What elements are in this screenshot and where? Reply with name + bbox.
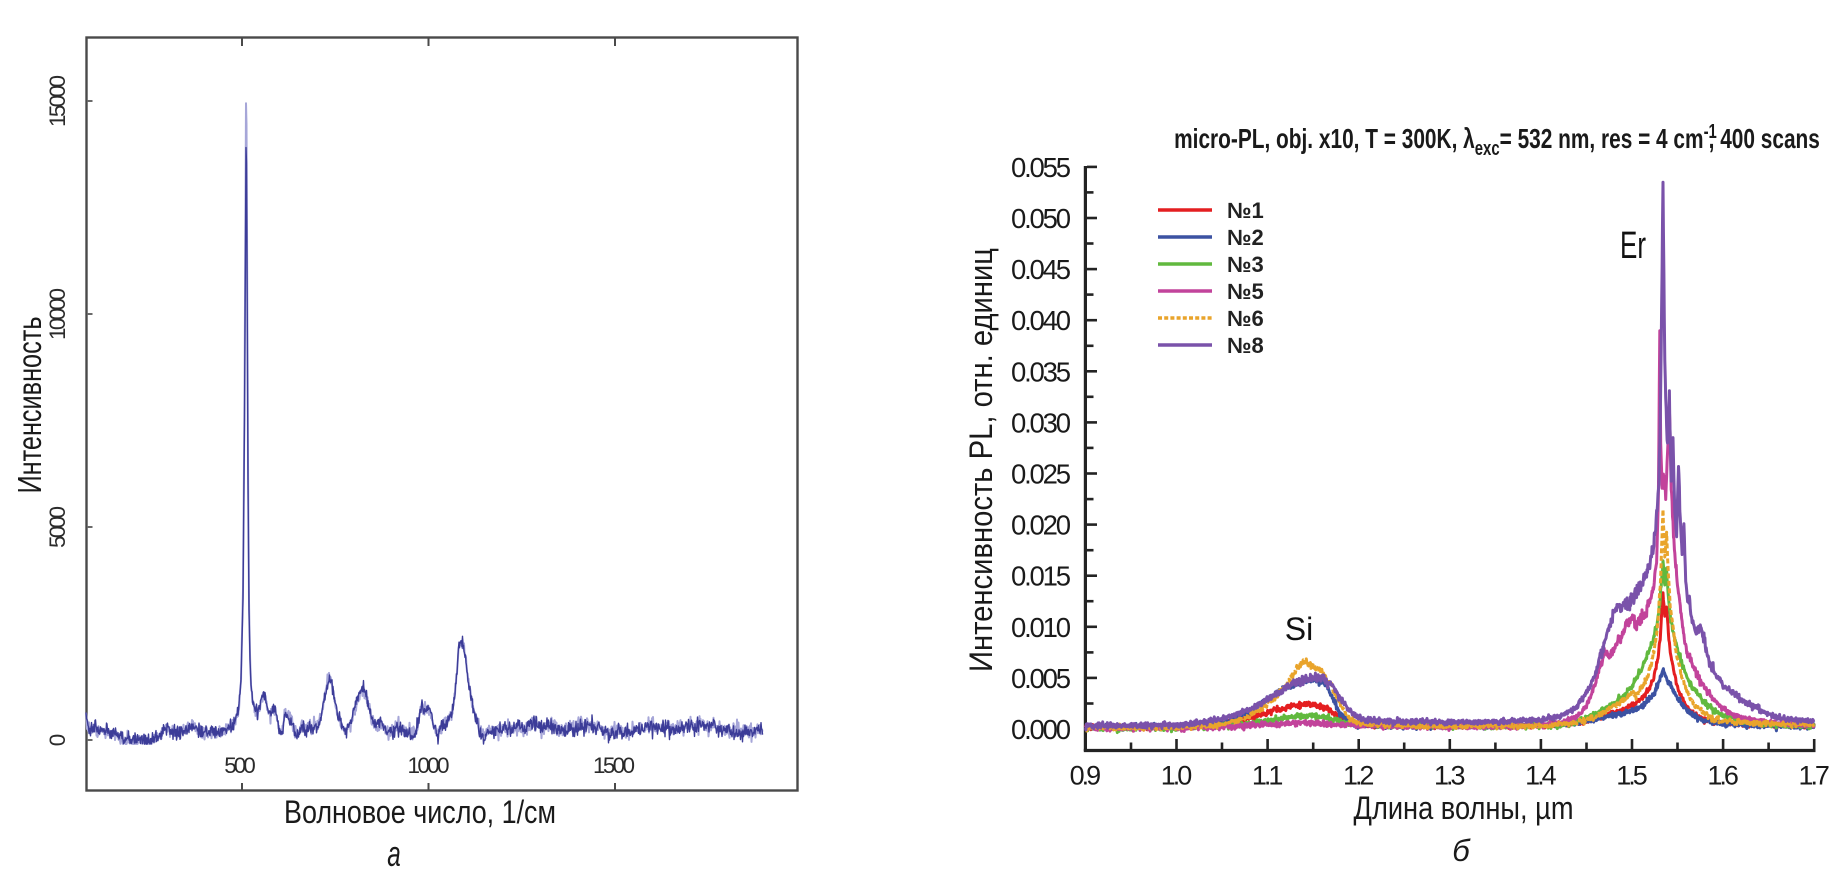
svg-text:№2: №2 [1227, 225, 1264, 250]
svg-text:1500: 1500 [593, 753, 635, 778]
svg-text:1.7: 1.7 [1798, 761, 1830, 791]
svg-text:15000: 15000 [45, 75, 70, 127]
svg-text:0.9: 0.9 [1070, 761, 1102, 791]
svg-text:1.6: 1.6 [1707, 761, 1739, 791]
svg-text:1.2: 1.2 [1343, 761, 1375, 791]
svg-text:1000: 1000 [408, 753, 450, 778]
svg-text:Er: Er [1620, 225, 1646, 267]
svg-text:Длина волны, µm: Длина волны, µm [1354, 790, 1574, 826]
svg-text:0.020: 0.020 [1011, 510, 1071, 541]
svg-text:5000: 5000 [45, 506, 70, 548]
svg-text:0.005: 0.005 [1011, 663, 1071, 694]
svg-text:0.000: 0.000 [1011, 714, 1071, 745]
svg-text:0.015: 0.015 [1011, 561, 1071, 592]
svg-text:500: 500 [224, 753, 256, 778]
svg-text:№3: №3 [1227, 252, 1264, 277]
svg-text:0.050: 0.050 [1011, 203, 1071, 234]
svg-text:0.030: 0.030 [1011, 407, 1071, 438]
svg-text:0.045: 0.045 [1011, 254, 1071, 285]
svg-text:1.5: 1.5 [1616, 761, 1648, 791]
svg-text:10000: 10000 [45, 288, 70, 340]
svg-text:а: а [387, 833, 401, 874]
svg-text:б: б [1452, 833, 1471, 868]
svg-text:0.040: 0.040 [1011, 305, 1071, 336]
svg-text:0.025: 0.025 [1011, 459, 1071, 490]
svg-text:0.035: 0.035 [1011, 356, 1071, 387]
svg-text:0: 0 [45, 734, 70, 747]
svg-text:№6: №6 [1227, 306, 1264, 331]
svg-text:Волновое число, 1/см: Волновое число, 1/см [284, 794, 556, 830]
svg-text:1.3: 1.3 [1434, 761, 1466, 791]
svg-text:1.4: 1.4 [1525, 761, 1557, 791]
svg-text:Интенсивность: Интенсивность [11, 317, 48, 494]
svg-text:№1: №1 [1227, 198, 1264, 223]
svg-text:1.0: 1.0 [1161, 761, 1193, 791]
svg-text:1.1: 1.1 [1252, 761, 1284, 791]
svg-text:№8: №8 [1227, 333, 1264, 358]
svg-text:0.010: 0.010 [1011, 612, 1071, 643]
svg-text:Интенсивность PL, отн. единиц: Интенсивность PL, отн. единиц [963, 248, 999, 672]
svg-text:Si: Si [1285, 611, 1313, 647]
svg-text:№5: №5 [1227, 279, 1264, 304]
svg-text:0.055: 0.055 [1011, 152, 1071, 183]
